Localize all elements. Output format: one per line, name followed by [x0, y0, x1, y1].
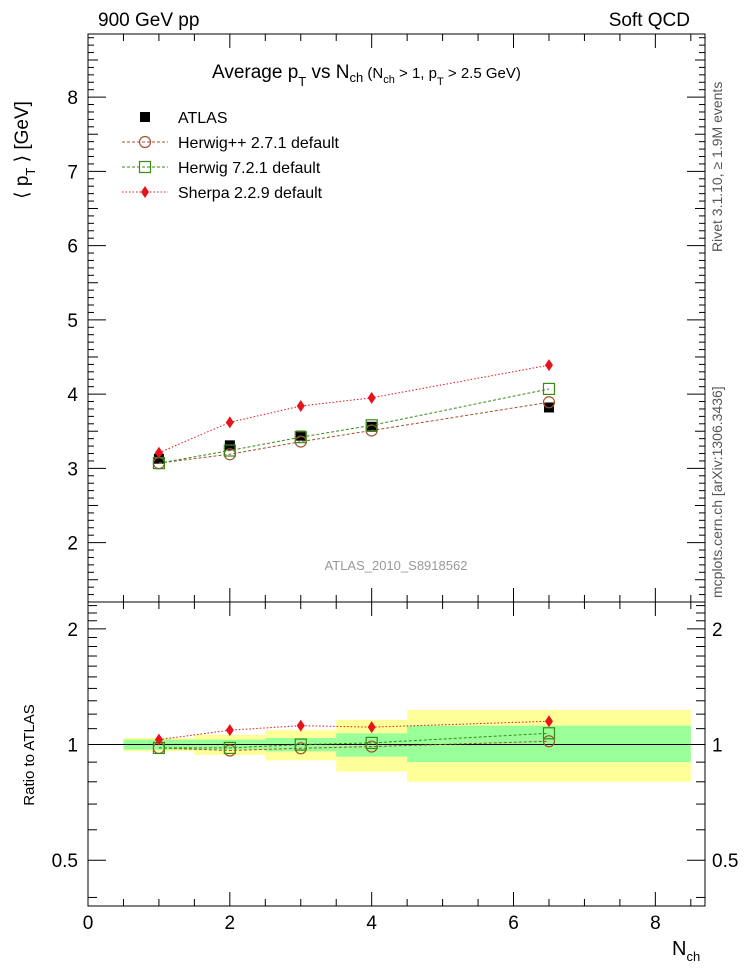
- legend-label-herwig-2-7-1-default: Herwig++ 2.7.1 default: [178, 135, 340, 152]
- point-sherpa-2-2-9-default: [225, 416, 234, 429]
- y-tick-label: 6: [67, 237, 78, 258]
- ratio-line-herwig-7-2-1-default: [158, 732, 550, 749]
- ratio-point-sherpa-2-2-9-default: [367, 721, 376, 734]
- legend-label-herwig-7-2-1-default: Herwig 7.2.1 default: [178, 160, 321, 177]
- ratio-line-herwig-2-7-1-default: [158, 740, 549, 752]
- header-left: 900 GeV pp: [98, 10, 199, 31]
- y-axis-label-main: ⟨ pT ⟩ [GeV]: [12, 101, 38, 199]
- ratio-point-sherpa-2-2-9-default: [296, 719, 305, 732]
- side-label-bottom: mcplots.cern.ch [arXiv:1306.3436]: [709, 386, 725, 598]
- legend-marker-herwig-7-2-1-default: [138, 160, 152, 174]
- title-cond: (N: [363, 65, 383, 82]
- x-tick-label: 6: [508, 913, 519, 934]
- point-herwig-7-2-1-default: [542, 382, 556, 396]
- point-sherpa-2-2-9-default: [544, 359, 553, 372]
- ratio-y-tick-label-right: 2: [712, 620, 723, 641]
- point-atlas: [366, 421, 377, 432]
- series-line-herwig-2-7-1-default: [158, 401, 550, 464]
- ratio-point-herwig-7-2-1-default: [223, 741, 236, 755]
- title-cond-ch: ch: [383, 74, 395, 86]
- x-tick-label: 4: [366, 913, 377, 934]
- legend-marker-atlas: [140, 112, 150, 122]
- ylabel-sub: T: [23, 168, 38, 176]
- analysis-watermark: ATLAS_2010_S8918562: [325, 558, 468, 573]
- legend-label-sherpa-2-2-9-default: Sherpa 2.2.9 default: [178, 185, 323, 202]
- title-sub-t: T: [298, 74, 306, 89]
- xlabel-main: N: [672, 938, 686, 960]
- y-tick-label: 2: [67, 534, 78, 555]
- point-sherpa-2-2-9-default: [367, 391, 376, 404]
- ratio-point-herwig-7-2-1-default: [365, 736, 378, 749]
- x-tick-label: 0: [83, 913, 94, 934]
- title-vs: vs N: [306, 62, 349, 83]
- legend-marker-sherpa-2-2-9-default: [141, 186, 149, 198]
- ratio-point-herwig-7-2-1-default: [294, 738, 307, 751]
- ratio-y-tick-label-right: 1: [712, 736, 723, 757]
- main-title: Average pT vs Nch (Nch > 1, pT > 2.5 GeV…: [212, 62, 521, 89]
- x-tick-label: 2: [225, 913, 236, 934]
- point-herwig-2-7-1-default: [542, 396, 556, 409]
- y-tick-label: 4: [67, 385, 78, 406]
- point-herwig-7-2-1-default: [294, 431, 307, 444]
- legend-marker-herwig-2-7-1-default: [138, 135, 152, 149]
- title-cond-end: > 2.5 GeV): [444, 65, 521, 82]
- point-sherpa-2-2-9-default: [154, 446, 163, 459]
- legend: ATLAS Herwig++ 2.7.1 default Herwig 7.2.1 …: [122, 110, 340, 202]
- ratio-point-sherpa-2-2-9-default: [544, 715, 553, 728]
- y-tick-label: 7: [67, 162, 78, 183]
- legend-label-atlas: ATLAS: [178, 110, 228, 127]
- title-main: Average p: [212, 62, 298, 83]
- header-right: Soft QCD: [609, 10, 690, 31]
- y-tick-label: 3: [67, 459, 78, 480]
- title-cond-t: T: [437, 76, 444, 88]
- xlabel-sub: ch: [686, 949, 700, 964]
- y-axis-label-ratio: Ratio to ATLAS: [21, 704, 38, 805]
- point-sherpa-2-2-9-default: [296, 399, 305, 412]
- point-herwig-7-2-1-default: [365, 419, 378, 432]
- ratio-y-tick-label: 1: [67, 736, 78, 757]
- series-line-sherpa-2-2-9-default: [158, 364, 550, 454]
- ylabel-pre: ⟨ p: [12, 176, 33, 199]
- ratio-series-group: [152, 715, 556, 757]
- main-series-group: [152, 359, 556, 470]
- ratio-point-herwig-2-7-1-default: [542, 735, 556, 748]
- ratio-point-herwig-7-2-1-default: [542, 727, 556, 740]
- ratio-y-tick-label: 2: [67, 620, 78, 641]
- title-cond-mid: > 1, p: [395, 65, 437, 82]
- y-tick-label: 5: [67, 311, 78, 332]
- series-line-herwig-7-2-1-default: [158, 388, 550, 464]
- ylabel-post: ⟩ [GeV]: [12, 101, 33, 168]
- side-label-top: Rivet 3.1.10, ≥ 1.9M events: [709, 82, 725, 252]
- y-tick-label: 8: [67, 88, 78, 109]
- point-herwig-7-2-1-default: [223, 444, 236, 457]
- ratio-plot-frame: [87, 601, 706, 907]
- ratio-point-sherpa-2-2-9-default: [154, 733, 163, 746]
- ratio-y-tick-label-right: 0.5: [712, 851, 738, 872]
- x-axis-label: Nch: [672, 938, 700, 964]
- ratio-point-sherpa-2-2-9-default: [225, 724, 234, 737]
- x-tick-label: 8: [650, 913, 661, 934]
- axes-group: 0 2 4 6 8 2 3 4 5 6 7 8 0.5 0.5 1 1 2 2: [52, 33, 738, 934]
- ratio-y-tick-label: 0.5: [52, 851, 78, 872]
- title-sub-ch: ch: [350, 70, 364, 85]
